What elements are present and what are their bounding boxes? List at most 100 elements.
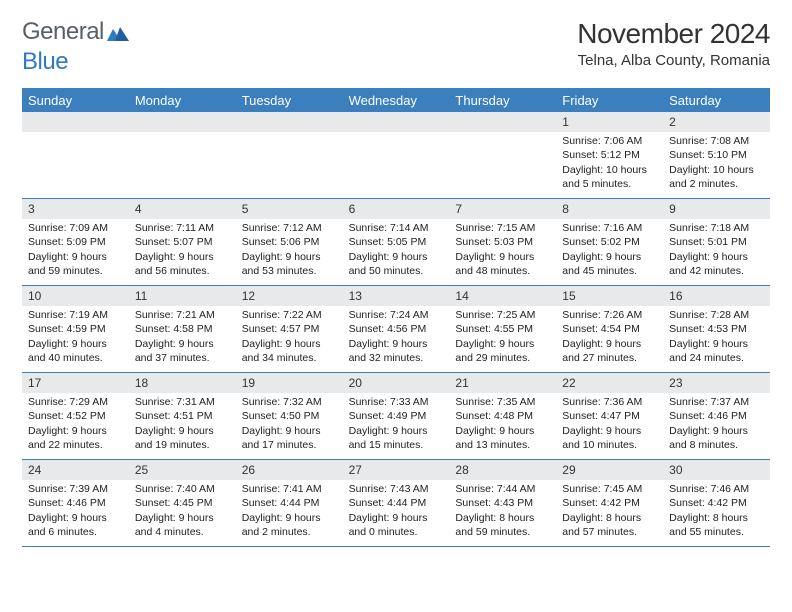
week-row: 1Sunrise: 7:06 AMSunset: 5:12 PMDaylight…	[22, 112, 770, 198]
dow-monday: Monday	[129, 89, 236, 112]
day-ss: Sunset: 4:57 PM	[242, 322, 337, 336]
day-cell: 26Sunrise: 7:41 AMSunset: 4:44 PMDayligh…	[236, 460, 343, 546]
day-number: 13	[343, 286, 450, 306]
day-sr: Sunrise: 7:36 AM	[562, 395, 657, 409]
day-body: Sunrise: 7:25 AMSunset: 4:55 PMDaylight:…	[449, 306, 556, 369]
day-d2: and 50 minutes.	[349, 264, 444, 278]
day-sr: Sunrise: 7:43 AM	[349, 482, 444, 496]
day-cell: 6Sunrise: 7:14 AMSunset: 5:05 PMDaylight…	[343, 199, 450, 285]
day-number: 25	[129, 460, 236, 480]
day-d1: Daylight: 9 hours	[135, 337, 230, 351]
day-number: 27	[343, 460, 450, 480]
day-d1: Daylight: 9 hours	[28, 250, 123, 264]
day-d1: Daylight: 9 hours	[562, 424, 657, 438]
day-number	[22, 112, 129, 132]
day-body: Sunrise: 7:44 AMSunset: 4:43 PMDaylight:…	[449, 480, 556, 543]
day-number	[129, 112, 236, 132]
day-d1: Daylight: 9 hours	[562, 337, 657, 351]
day-ss: Sunset: 5:12 PM	[562, 148, 657, 162]
day-d2: and 53 minutes.	[242, 264, 337, 278]
day-body: Sunrise: 7:29 AMSunset: 4:52 PMDaylight:…	[22, 393, 129, 456]
day-ss: Sunset: 4:51 PM	[135, 409, 230, 423]
day-body: Sunrise: 7:31 AMSunset: 4:51 PMDaylight:…	[129, 393, 236, 456]
day-number: 14	[449, 286, 556, 306]
day-body: Sunrise: 7:40 AMSunset: 4:45 PMDaylight:…	[129, 480, 236, 543]
day-d2: and 57 minutes.	[562, 525, 657, 539]
day-cell	[129, 112, 236, 198]
day-cell: 19Sunrise: 7:32 AMSunset: 4:50 PMDayligh…	[236, 373, 343, 459]
day-d1: Daylight: 10 hours	[562, 163, 657, 177]
day-sr: Sunrise: 7:15 AM	[455, 221, 550, 235]
day-sr: Sunrise: 7:32 AM	[242, 395, 337, 409]
day-d1: Daylight: 8 hours	[669, 511, 764, 525]
day-d2: and 29 minutes.	[455, 351, 550, 365]
day-ss: Sunset: 4:53 PM	[669, 322, 764, 336]
day-cell	[22, 112, 129, 198]
day-d2: and 19 minutes.	[135, 438, 230, 452]
day-d2: and 15 minutes.	[349, 438, 444, 452]
day-d2: and 55 minutes.	[669, 525, 764, 539]
day-ss: Sunset: 4:48 PM	[455, 409, 550, 423]
location-text: Telna, Alba County, Romania	[577, 52, 770, 69]
day-ss: Sunset: 4:55 PM	[455, 322, 550, 336]
day-d2: and 0 minutes.	[349, 525, 444, 539]
day-d2: and 5 minutes.	[562, 177, 657, 191]
day-number	[449, 112, 556, 132]
dow-row: Sunday Monday Tuesday Wednesday Thursday…	[22, 89, 770, 112]
day-body: Sunrise: 7:35 AMSunset: 4:48 PMDaylight:…	[449, 393, 556, 456]
day-sr: Sunrise: 7:26 AM	[562, 308, 657, 322]
day-ss: Sunset: 4:50 PM	[242, 409, 337, 423]
day-d1: Daylight: 9 hours	[349, 337, 444, 351]
day-d1: Daylight: 9 hours	[242, 511, 337, 525]
day-cell: 18Sunrise: 7:31 AMSunset: 4:51 PMDayligh…	[129, 373, 236, 459]
day-number: 30	[663, 460, 770, 480]
day-sr: Sunrise: 7:22 AM	[242, 308, 337, 322]
day-body: Sunrise: 7:14 AMSunset: 5:05 PMDaylight:…	[343, 219, 450, 282]
day-d1: Daylight: 8 hours	[455, 511, 550, 525]
day-sr: Sunrise: 7:40 AM	[135, 482, 230, 496]
dow-sunday: Sunday	[22, 89, 129, 112]
day-body	[236, 132, 343, 192]
day-ss: Sunset: 5:06 PM	[242, 235, 337, 249]
day-ss: Sunset: 4:54 PM	[562, 322, 657, 336]
day-number: 29	[556, 460, 663, 480]
day-body: Sunrise: 7:36 AMSunset: 4:47 PMDaylight:…	[556, 393, 663, 456]
header: General Blue November 2024 Telna, Alba C…	[22, 18, 770, 76]
day-ss: Sunset: 4:56 PM	[349, 322, 444, 336]
day-ss: Sunset: 4:42 PM	[562, 496, 657, 510]
day-cell: 29Sunrise: 7:45 AMSunset: 4:42 PMDayligh…	[556, 460, 663, 546]
week-row: 10Sunrise: 7:19 AMSunset: 4:59 PMDayligh…	[22, 285, 770, 372]
week-row: 3Sunrise: 7:09 AMSunset: 5:09 PMDaylight…	[22, 198, 770, 285]
day-d2: and 2 minutes.	[242, 525, 337, 539]
day-cell: 11Sunrise: 7:21 AMSunset: 4:58 PMDayligh…	[129, 286, 236, 372]
day-d1: Daylight: 9 hours	[242, 250, 337, 264]
day-d1: Daylight: 9 hours	[669, 250, 764, 264]
day-sr: Sunrise: 7:12 AM	[242, 221, 337, 235]
day-d1: Daylight: 9 hours	[28, 511, 123, 525]
day-cell: 27Sunrise: 7:43 AMSunset: 4:44 PMDayligh…	[343, 460, 450, 546]
day-d2: and 45 minutes.	[562, 264, 657, 278]
day-ss: Sunset: 4:59 PM	[28, 322, 123, 336]
day-d2: and 48 minutes.	[455, 264, 550, 278]
day-d2: and 27 minutes.	[562, 351, 657, 365]
day-sr: Sunrise: 7:45 AM	[562, 482, 657, 496]
day-d1: Daylight: 9 hours	[669, 337, 764, 351]
day-sr: Sunrise: 7:35 AM	[455, 395, 550, 409]
day-number	[236, 112, 343, 132]
day-sr: Sunrise: 7:39 AM	[28, 482, 123, 496]
day-number: 17	[22, 373, 129, 393]
day-body: Sunrise: 7:09 AMSunset: 5:09 PMDaylight:…	[22, 219, 129, 282]
day-number: 26	[236, 460, 343, 480]
day-cell	[236, 112, 343, 198]
day-cell	[449, 112, 556, 198]
day-sr: Sunrise: 7:31 AM	[135, 395, 230, 409]
dow-tuesday: Tuesday	[236, 89, 343, 112]
day-ss: Sunset: 4:52 PM	[28, 409, 123, 423]
week-row: 24Sunrise: 7:39 AMSunset: 4:46 PMDayligh…	[22, 459, 770, 546]
day-number: 23	[663, 373, 770, 393]
day-cell: 14Sunrise: 7:25 AMSunset: 4:55 PMDayligh…	[449, 286, 556, 372]
day-cell: 10Sunrise: 7:19 AMSunset: 4:59 PMDayligh…	[22, 286, 129, 372]
day-ss: Sunset: 4:46 PM	[28, 496, 123, 510]
day-body	[22, 132, 129, 192]
day-cell: 9Sunrise: 7:18 AMSunset: 5:01 PMDaylight…	[663, 199, 770, 285]
